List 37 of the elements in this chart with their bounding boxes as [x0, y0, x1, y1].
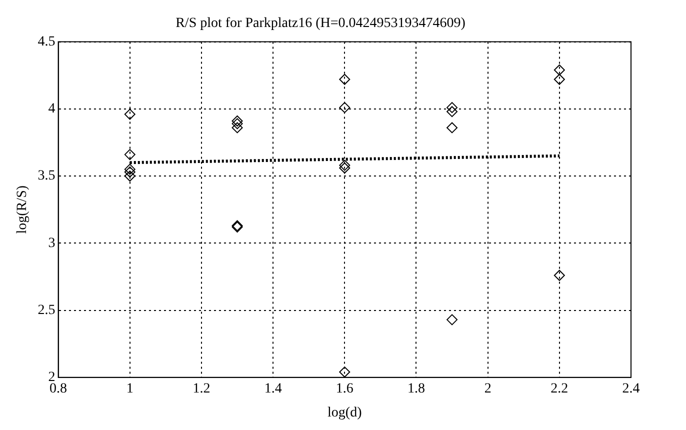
x-tick-label: 1.2 — [192, 381, 210, 396]
point — [446, 106, 458, 118]
point — [446, 314, 458, 326]
x-tick-label: 1.6 — [336, 381, 354, 396]
point — [554, 270, 565, 281]
point — [339, 162, 350, 174]
point — [124, 170, 136, 182]
point — [339, 366, 350, 378]
y-tick-label: 4 — [48, 102, 56, 117]
x-tick-label: 2.4 — [622, 381, 640, 396]
x-tick-label: 1.4 — [264, 381, 282, 396]
point — [124, 166, 136, 178]
x-tick-label: 2.2 — [550, 381, 568, 396]
y-tick-label: 3 — [48, 236, 56, 251]
point — [554, 64, 565, 76]
point — [124, 164, 136, 175]
point — [446, 122, 458, 134]
point — [554, 74, 565, 85]
y-tick-label: 4.5 — [38, 34, 56, 50]
point — [446, 102, 458, 114]
y-tick-label: 2.5 — [38, 302, 56, 318]
point — [232, 116, 243, 126]
chart-title: R/S plot for Parkplatz16 (H=0.0424953193474609) — [176, 16, 466, 32]
x-tick-label: 2 — [484, 381, 492, 396]
point — [339, 74, 350, 85]
point — [124, 108, 136, 120]
x-axis-title: log(d) — [328, 405, 362, 420]
point — [232, 118, 243, 130]
x-tick-label: 1 — [126, 381, 134, 396]
point — [232, 122, 243, 134]
y-tick-label: 3.5 — [38, 168, 56, 184]
point — [339, 102, 350, 114]
point — [124, 149, 136, 160]
x-tick-label: 0.8 — [50, 381, 68, 396]
x-tick-label: 1.8 — [407, 381, 425, 396]
point — [339, 160, 350, 171]
y-axis-title: log(R/S) — [15, 185, 30, 234]
